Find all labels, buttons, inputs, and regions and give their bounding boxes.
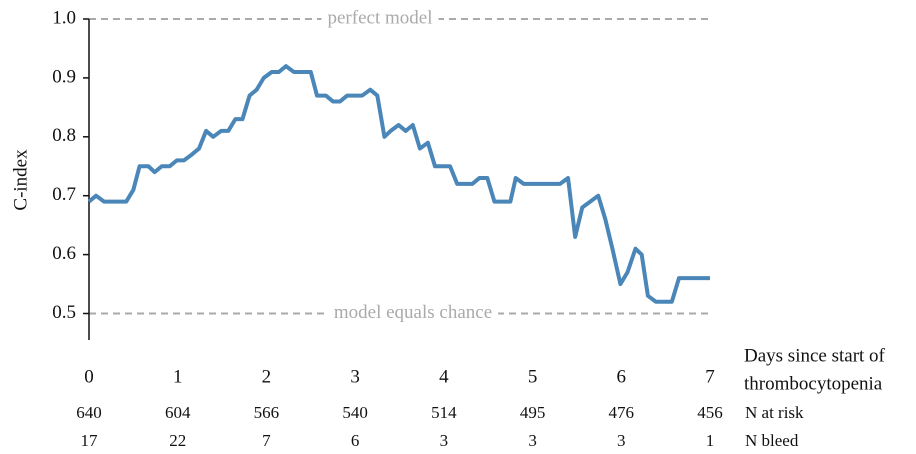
x-tick-label: 7 [705,366,715,387]
table-cell: 514 [431,403,457,422]
table-cell: 1 [706,431,715,450]
table-row-label: N bleed [745,431,799,450]
table-cell: 540 [342,403,368,422]
table-cell: 495 [520,403,546,422]
x-axis-label: thrombocytopenia [744,373,883,394]
reference-label: model equals chance [334,302,492,323]
y-tick-label: 0.7 [52,184,76,205]
table-row-label: N at risk [745,403,804,422]
label-background [321,7,439,29]
table-cell: 476 [609,403,635,422]
table-cell: 3 [440,431,449,450]
table-cell: 604 [165,403,191,422]
table-cell: 3 [528,431,537,450]
y-tick-label: 0.6 [52,243,76,264]
table-cell: 17 [81,431,99,450]
reference-label: perfect model [328,7,433,28]
table-cell: 6 [351,431,360,450]
table-cell: 566 [254,403,280,422]
table-cell: 22 [169,431,186,450]
x-tick-label: 1 [173,366,183,387]
label-background [327,301,499,323]
x-tick-label: 4 [439,366,449,387]
x-tick-label: 0 [84,366,94,387]
data-line [87,64,710,304]
table-cell: 456 [697,403,723,422]
table-cell: 640 [76,403,102,422]
table-cell: 7 [262,431,271,450]
y-tick-label: 0.8 [52,125,76,146]
y-tick-label: 1.0 [52,7,76,28]
x-tick-label: 2 [262,366,272,387]
x-tick-label: 6 [617,366,627,387]
y-tick-label: 0.9 [52,66,76,87]
y-tick-label: 0.5 [52,302,76,323]
x-axis-label: Days since start of [744,345,886,366]
table-cell: 3 [617,431,626,450]
x-tick-label: 3 [350,366,360,387]
y-axis-label: C-index [10,149,31,211]
x-tick-label: 5 [528,366,538,387]
